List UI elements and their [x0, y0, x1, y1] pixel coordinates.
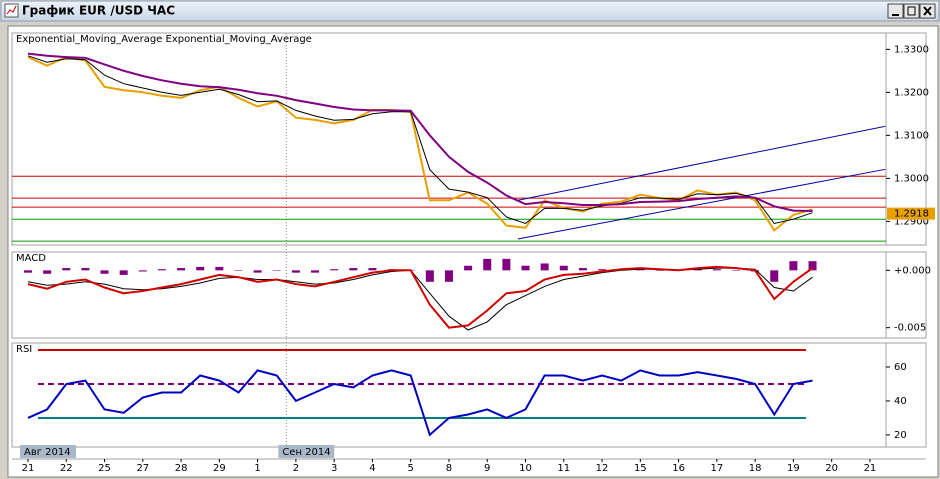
- x-tick-label: 11: [557, 463, 570, 474]
- histogram-bar: [100, 270, 109, 274]
- x-tick-label: 5: [408, 463, 414, 474]
- month-label: Сен 2014: [282, 447, 330, 458]
- y-tick-label: 1.3200: [894, 87, 929, 98]
- histogram-bar: [177, 268, 186, 271]
- histogram-bar: [138, 270, 147, 272]
- histogram-bar: [425, 270, 434, 282]
- histogram-bar: [502, 258, 511, 271]
- panel-title: RSI: [16, 344, 32, 355]
- close-glyph: [923, 6, 932, 16]
- y-tick-label: 60: [894, 362, 907, 373]
- histogram-bar: [234, 270, 243, 271]
- x-tick-label: 15: [634, 463, 647, 474]
- window-buttons[interactable]: [887, 3, 936, 19]
- x-tick-label: 12: [596, 463, 609, 474]
- maximize-button[interactable]: [903, 3, 920, 19]
- histogram-bar: [655, 270, 664, 271]
- histogram-bar: [712, 269, 721, 271]
- x-tick-label: 28: [175, 463, 188, 474]
- panel: [11, 32, 927, 246]
- x-tick-label: 17: [710, 463, 723, 474]
- month-label: Авг 2014: [24, 447, 71, 458]
- panel: [11, 342, 927, 448]
- month-tag: [20, 445, 76, 458]
- month-tag: [278, 445, 335, 458]
- x-tick-label: 21: [22, 463, 35, 474]
- x-tick-label: 21: [864, 463, 877, 474]
- window-title: График EUR /USD ЧАС: [22, 4, 175, 18]
- x-tick-label: 4: [369, 463, 375, 474]
- y-tick-label: -0.005: [894, 323, 926, 334]
- histogram-bar: [253, 270, 262, 273]
- y-tick-label: 1.3000: [894, 173, 929, 184]
- y-tick-label: 1.3100: [894, 130, 929, 141]
- histogram-bar: [636, 269, 645, 271]
- x-tick-label: 19: [787, 463, 800, 474]
- histogram-bar: [540, 263, 549, 271]
- histogram-bar: [119, 270, 128, 275]
- x-tick-label: 3: [331, 463, 337, 474]
- trend-line: [517, 125, 886, 201]
- x-tick-label: 29: [213, 463, 226, 474]
- trend-line: [517, 168, 886, 240]
- panel-title: Exponential_Moving_Average Exponential_M…: [16, 34, 312, 45]
- x-tick-label: 10: [519, 463, 532, 474]
- histogram-bar: [731, 270, 740, 271]
- y-tick-label: 20: [894, 430, 907, 441]
- y-tick-label: 40: [894, 396, 907, 407]
- histogram-bar: [349, 268, 358, 271]
- histogram-bar: [444, 270, 453, 282]
- series-line: [27, 265, 814, 329]
- histogram-bar: [330, 269, 339, 271]
- last-price-box: [887, 207, 935, 220]
- panel-title: MACD: [16, 253, 46, 264]
- x-tick-label: 27: [136, 463, 149, 474]
- x-tick-label: 2: [293, 463, 299, 474]
- series-line: [27, 369, 813, 437]
- histogram-bar: [196, 266, 205, 271]
- histogram-bar: [521, 265, 530, 271]
- histogram-bar: [693, 269, 702, 271]
- histogram-bar: [291, 270, 300, 273]
- histogram-bar: [272, 270, 281, 271]
- minimize-button[interactable]: [887, 3, 904, 19]
- window-icon-glyph: [6, 5, 17, 15]
- x-tick-label: 16: [672, 463, 685, 474]
- x-tick-label: 9: [484, 463, 490, 474]
- x-tick-label: 20: [825, 463, 838, 474]
- histogram-bar: [483, 258, 492, 271]
- x-tick-label: 18: [749, 463, 762, 474]
- x-tick-label: 8: [446, 463, 452, 474]
- histogram-bar: [578, 268, 587, 271]
- title-bar: [0, 0, 940, 22]
- histogram-bar: [62, 268, 71, 271]
- histogram-bar: [81, 268, 90, 271]
- series-line: [27, 52, 813, 212]
- histogram-bar: [311, 270, 320, 273]
- histogram-bar: [770, 270, 779, 282]
- x-tick-label: 22: [60, 463, 73, 474]
- histogram-bar: [808, 261, 817, 271]
- maximize-glyph: [907, 6, 916, 16]
- histogram-bar: [368, 268, 377, 271]
- histogram-bar: [464, 265, 473, 271]
- histogram-bar: [789, 261, 798, 271]
- histogram-bar: [215, 266, 224, 271]
- y-tick-label: 1.3300: [894, 44, 929, 55]
- x-tick-label: 25: [98, 463, 111, 474]
- histogram-bar: [559, 265, 568, 271]
- y-tick-label: +0.000: [894, 265, 931, 276]
- histogram-bar: [43, 270, 52, 274]
- histogram-bar: [157, 269, 166, 271]
- histogram-bar: [598, 269, 607, 271]
- y-tick-label: 1.2900: [894, 216, 929, 227]
- x-tick-label: 1: [254, 463, 260, 474]
- histogram-bar: [24, 270, 32, 273]
- last-price-label: 1.2918: [894, 209, 929, 220]
- panel: [11, 251, 927, 339]
- series-line: [27, 55, 813, 225]
